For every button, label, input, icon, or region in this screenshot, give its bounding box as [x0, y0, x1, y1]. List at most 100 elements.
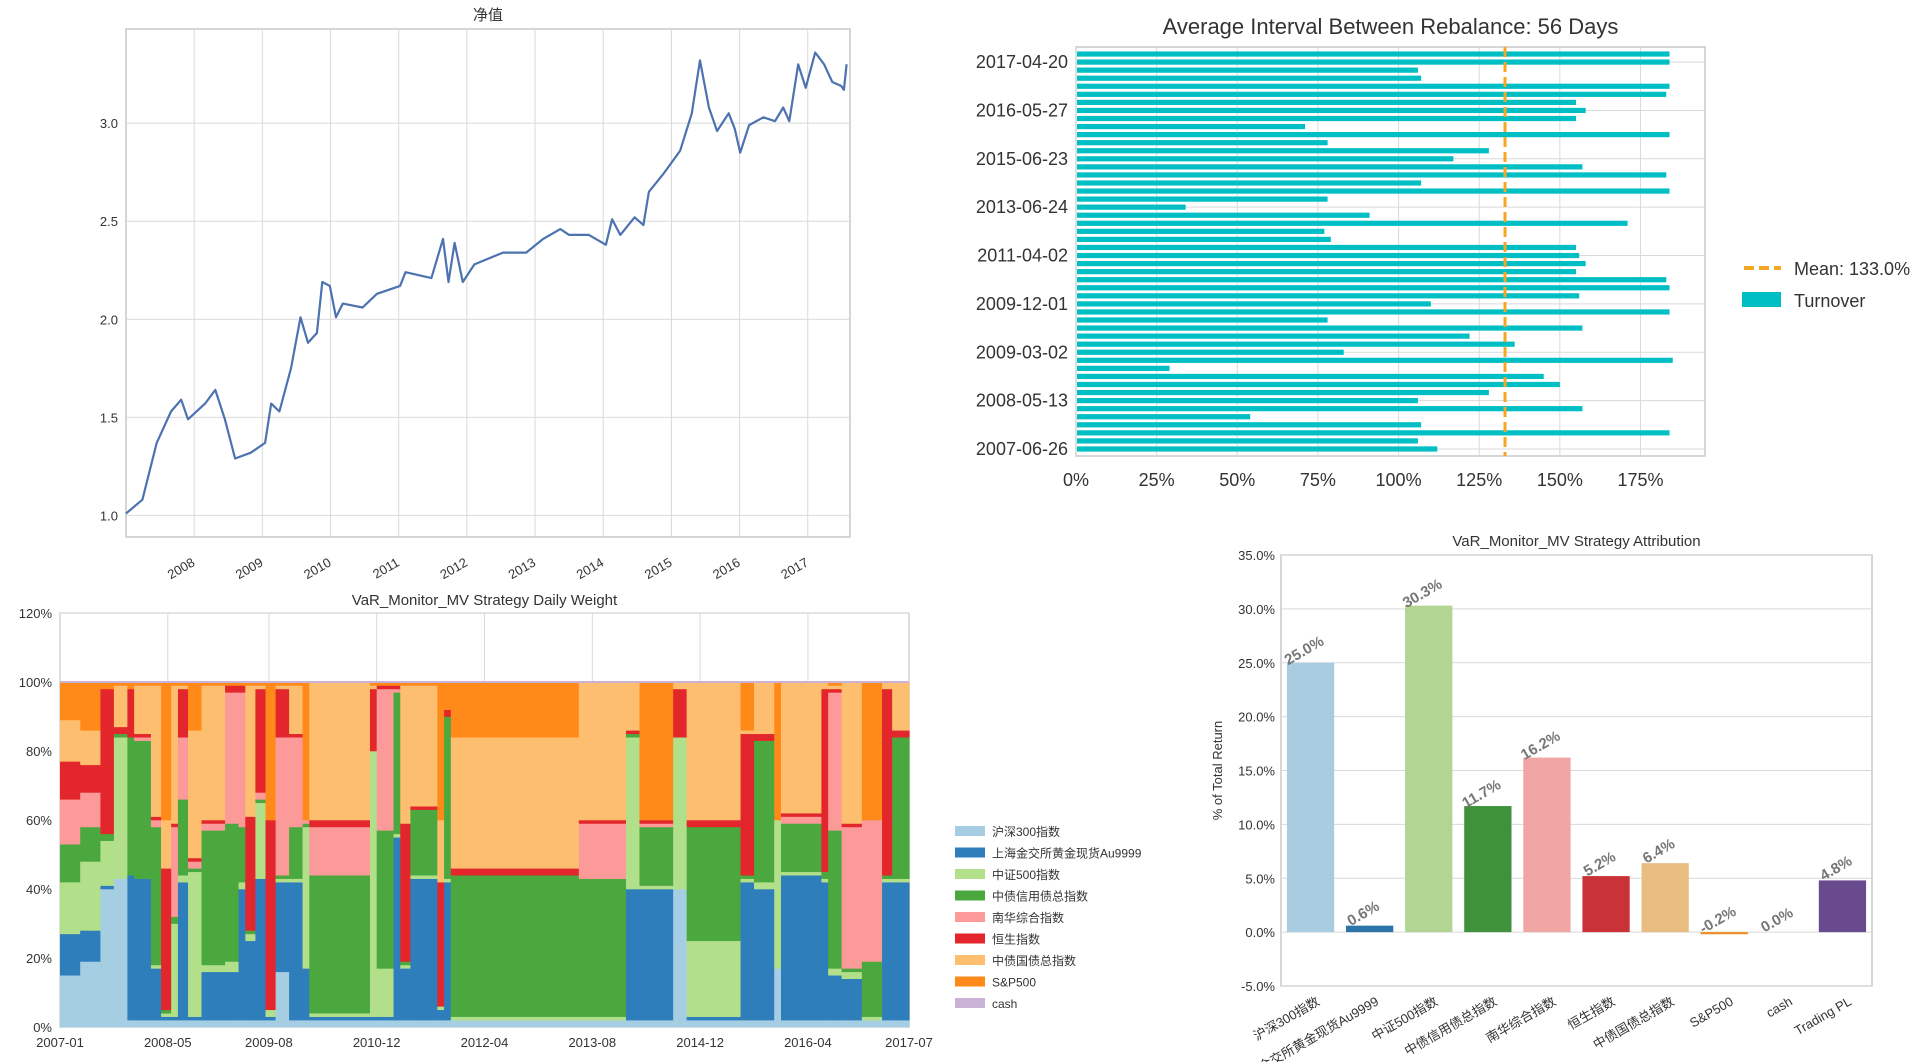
turnover-bar — [1077, 172, 1667, 178]
x-tick-label: 2009-08 — [245, 1035, 293, 1050]
area-segment — [255, 878, 267, 1021]
area-segment — [740, 878, 755, 883]
x-tick-label: 2010-12 — [353, 1035, 401, 1050]
area-segment — [134, 740, 152, 879]
area-segment — [171, 916, 179, 924]
area-segment — [255, 685, 267, 690]
area-segment — [821, 878, 829, 883]
area-segment — [127, 737, 135, 876]
area-segment — [289, 682, 304, 686]
area-segment — [393, 685, 401, 690]
x-tick-label: 2015 — [642, 555, 675, 582]
area-segment — [821, 882, 829, 1021]
area-segment — [201, 964, 226, 973]
nav-series-line — [125, 51, 848, 515]
area-segment — [861, 682, 883, 821]
x-tick-label: 2010 — [301, 555, 334, 582]
x-tick-label: 175% — [1617, 470, 1663, 490]
area-segment — [400, 823, 411, 962]
y-tick-label: 1.5 — [100, 410, 118, 425]
turnover-bar — [1077, 67, 1418, 73]
area-segment — [188, 1020, 203, 1028]
area-segment — [578, 1016, 627, 1021]
y-tick-label: 120% — [19, 606, 53, 621]
area-segment — [60, 844, 81, 883]
attribution-bar — [1582, 876, 1630, 933]
area-segment — [80, 764, 102, 793]
area-segment — [841, 1020, 863, 1028]
area-segment — [444, 878, 452, 883]
area-segment — [639, 885, 674, 890]
turnover-bar — [1077, 333, 1470, 339]
turnover-bar — [1077, 244, 1576, 251]
area-segment — [892, 882, 910, 1021]
turnover-bar — [1077, 180, 1422, 186]
attribution-bar — [1700, 932, 1748, 935]
legend-mean-label: Mean: 133.0% — [1794, 259, 1910, 279]
x-tick-label: 25% — [1139, 470, 1175, 490]
area-segment — [882, 1020, 893, 1028]
area-segment — [437, 1020, 445, 1028]
area-segment — [201, 685, 226, 821]
area-segment — [161, 1013, 172, 1017]
legend-swatch — [955, 869, 985, 879]
turnover-bar — [1077, 349, 1344, 355]
area-segment — [225, 823, 240, 962]
area-segment — [171, 685, 179, 824]
area-segment — [376, 688, 395, 831]
area-segment — [450, 682, 580, 738]
area-segment — [60, 761, 81, 800]
area-segment — [127, 1020, 135, 1028]
area-segment — [161, 1020, 172, 1028]
area-segment — [754, 889, 775, 1021]
area-segment — [821, 688, 829, 873]
area-segment — [437, 820, 445, 883]
x-tick-label: 2014 — [574, 555, 607, 582]
area-segment — [861, 820, 883, 962]
area-segment — [309, 1016, 371, 1021]
area-segment — [265, 820, 277, 1011]
area-segment — [275, 685, 290, 690]
area-segment — [177, 685, 189, 690]
area-segment — [410, 806, 438, 810]
area-segment — [754, 882, 775, 890]
area-segment — [188, 871, 203, 1017]
x-tick-label: 2007-01 — [36, 1035, 84, 1050]
turnover-bar — [1077, 91, 1667, 97]
attribution-bar — [1523, 757, 1571, 933]
area-segment — [188, 1016, 203, 1021]
area-segment — [177, 799, 189, 876]
area-segment — [892, 1020, 910, 1028]
area-segment — [127, 688, 135, 738]
area-segment — [201, 820, 226, 824]
turnover-bar — [1077, 422, 1422, 428]
legend-label: 上海金交所黄金现货Au9999 — [992, 846, 1142, 861]
area-segment — [188, 861, 203, 869]
area-segment — [275, 737, 290, 876]
area-segment — [626, 889, 641, 1021]
area-segment — [444, 882, 452, 1021]
nav-chart: 2008 2009 2010 2011 2012 2013 2014 2015 2016 2017… — [100, 7, 851, 582]
y-tick-label: 100% — [19, 675, 53, 690]
area-segment — [289, 685, 304, 735]
area-segment — [161, 1016, 172, 1021]
turnover-bar — [1077, 260, 1586, 267]
area-segment — [754, 682, 775, 735]
area-segment — [171, 1020, 179, 1028]
area-segment — [780, 1020, 823, 1028]
turnover-bar — [1077, 438, 1418, 444]
area-segment — [150, 1020, 162, 1028]
area-segment — [686, 1020, 742, 1028]
area-segment — [780, 871, 823, 876]
chart-title: 净值 — [473, 7, 503, 24]
area-segment — [80, 682, 102, 731]
area-segment — [150, 682, 162, 686]
area-segment — [275, 875, 290, 879]
y-tick-label: 1.0 — [100, 508, 118, 523]
area-segment — [177, 737, 189, 800]
x-tick-label: 0% — [1063, 470, 1089, 490]
y-tick-label: 15.0% — [1238, 764, 1275, 779]
area-segment — [225, 692, 240, 824]
area-segment — [740, 882, 755, 1021]
x-tick-label: 2016-04 — [784, 1035, 832, 1050]
